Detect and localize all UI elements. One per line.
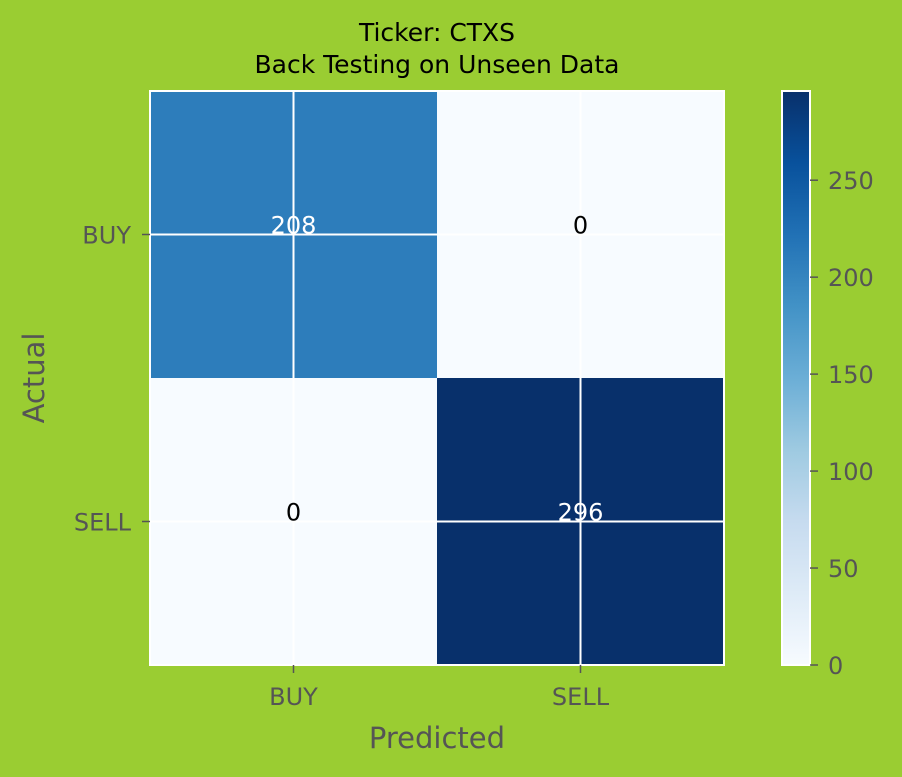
cell-value-label: 0 xyxy=(286,499,301,527)
cell-value-label: 0 xyxy=(573,212,588,240)
x-axis-ticks: BUY SELL xyxy=(269,665,610,711)
colorbar xyxy=(781,90,811,666)
chart-subtitle: Back Testing on Unseen Data xyxy=(255,50,620,79)
cell-value-labels: 208 0 0 296 xyxy=(271,212,604,527)
y-axis-label: Actual xyxy=(17,333,51,424)
colorbar-tick-label: 200 xyxy=(828,264,874,292)
x-tick-label: BUY xyxy=(269,683,318,711)
x-tick-label: SELL xyxy=(552,683,610,711)
colorbar-tick-label: 150 xyxy=(828,361,874,389)
colorbar-tick-label: 250 xyxy=(828,167,874,195)
cell-value-label: 296 xyxy=(558,499,604,527)
colorbar-ticks: 0 50 100 150 200 250 xyxy=(810,167,874,680)
colorbar-tick-label: 50 xyxy=(828,555,859,583)
plot-frame xyxy=(149,90,725,666)
colorbar-tick-label: 100 xyxy=(828,458,874,486)
gridlines xyxy=(150,91,724,665)
y-tick-label: BUY xyxy=(82,222,131,250)
heatmap-cells xyxy=(150,91,724,665)
y-tick-label: SELL xyxy=(74,509,132,537)
y-axis-ticks: BUY SELL xyxy=(74,222,150,537)
cell-value-label: 208 xyxy=(271,212,317,240)
chart-title: Ticker: CTXS xyxy=(358,18,515,47)
colorbar-tick-label: 0 xyxy=(828,652,843,680)
x-axis-label: Predicted xyxy=(369,721,505,755)
